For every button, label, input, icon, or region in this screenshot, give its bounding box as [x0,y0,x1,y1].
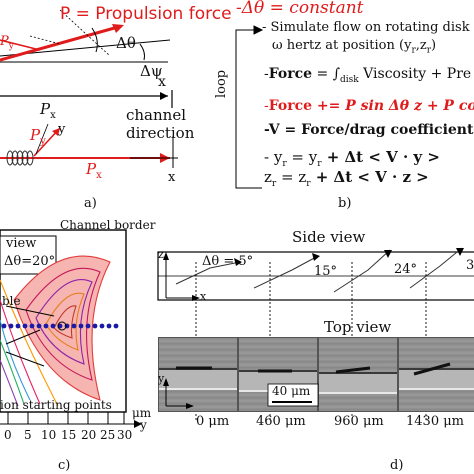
py-label: Py [30,126,46,147]
x-tick-10: 10 [41,428,57,442]
py-partial-label: Py [0,34,14,52]
propulsion-arrowhead [112,24,124,33]
dtheta-5-label: Δθ = 5° [202,254,254,269]
delta-psi-label: Δψ [140,62,163,80]
side-view-label: Side view [292,228,366,246]
py-small-vector [0,39,41,51]
px-arrowhead [160,92,168,100]
y-label-small: y [58,122,66,137]
top-view-photo-4 [398,337,474,412]
angle-24-label: 24° [394,262,418,277]
angle-15-label: 15° [314,264,338,279]
panel-c-plot [0,229,142,428]
helix-swimmer [6,150,34,166]
b-title: -Δθ = constant [236,0,364,18]
um-label: μm [132,406,152,420]
loop-bracket [235,25,264,189]
channel-direction-label: channel direction [126,106,195,142]
x-axis-label: x [158,74,166,90]
channel-border-rect [0,229,127,413]
c-y-axis-label: y [140,418,147,432]
position-460: 460 μm [256,414,306,429]
panel-d-sideview [157,247,474,420]
x-tick-30: 30 [117,428,133,442]
propulsion-label: P = Propulsion force [60,4,232,24]
b-force1: -Force = ∫disk Viscosity + Pre [264,66,472,85]
px-red-label: Px [86,160,102,181]
scale-bar-label: 40 μm [272,384,311,398]
x-tick-25: 25 [100,428,116,442]
x-tick-5: 5 [24,428,32,442]
b-line2: ω hertz at position (yr,zr) [272,38,437,56]
inset-delta-theta: Δθ=20° [4,254,56,269]
b-force2: -Force += P sin Δθ z + P cos [264,98,474,114]
position-1430: 1430 μm [406,414,464,429]
delta-theta-label: Δθ [116,34,136,52]
px-label: Px [40,100,56,121]
starting-points-label: ion starting points [0,398,112,412]
position-0: 0 μm [196,414,230,429]
top-view-photo-1 [158,337,238,412]
b-velocity: -V = Force/drag coefficient [264,122,474,138]
panel-b-caption: b) [338,196,352,211]
partial-label: ble [2,294,21,308]
panel-a-caption: a) [84,196,97,211]
x2-axis-label: x [168,170,176,185]
b-line1: - Simulate flow on rotating disk [262,20,470,35]
b-yr: - yr = yr + Δt < V · y > [264,148,440,169]
inset-view-label: view [6,236,37,251]
top-view-label: Top view [324,318,392,336]
channel-border-label: Channel border [60,218,156,232]
x-tick-15: 15 [61,428,77,442]
panel-a-drawing [0,9,178,168]
panel-c-caption: c) [58,458,71,473]
x-tick-0: 0 [4,428,12,442]
d-z-axis-label: z [158,248,164,261]
d-x-axis-label: x [200,290,207,303]
b-zr: zr = zr + Δt < V · z > [264,168,429,189]
panel-d-caption: d) [390,458,404,473]
angle-3-label: 3 [466,258,474,273]
x-tick-20: 20 [81,428,97,442]
top-view-photo-3 [318,337,398,412]
d-y-axis-label: y [158,372,165,385]
position-960: 960 μm [334,414,384,429]
